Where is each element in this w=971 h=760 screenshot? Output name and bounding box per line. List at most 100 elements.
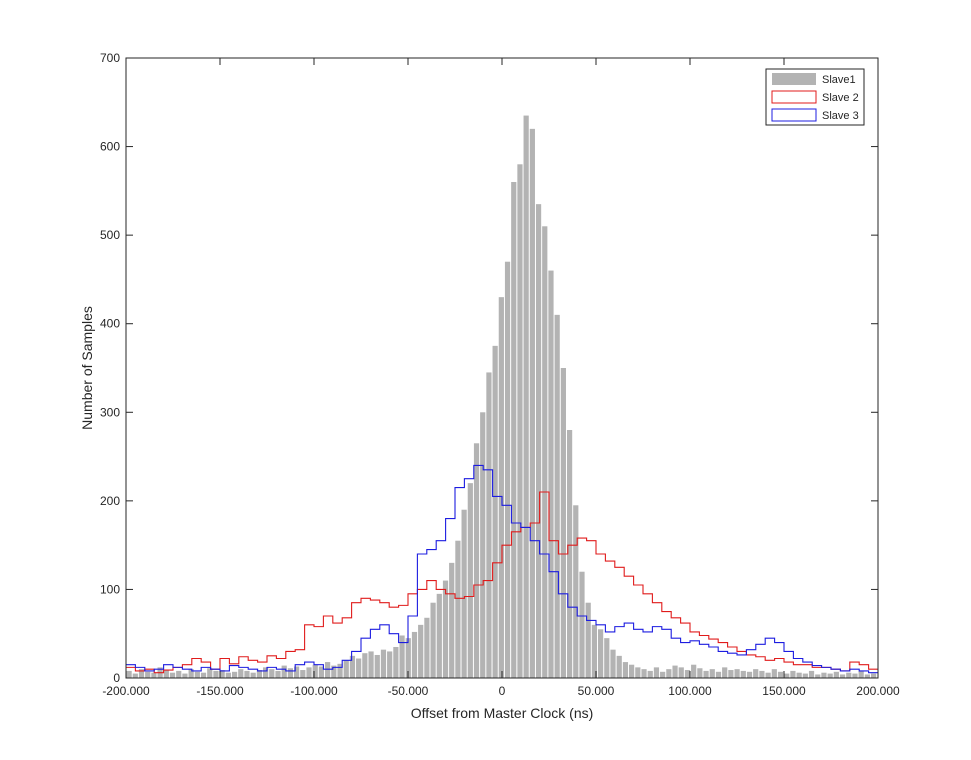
slave1-bar xyxy=(771,669,777,678)
slave1-bar xyxy=(641,669,647,678)
x-tick-label: 100.000 xyxy=(668,684,712,698)
slave1-bar xyxy=(827,673,833,678)
slave1-bar xyxy=(256,670,262,678)
slave1-bar xyxy=(870,673,877,678)
legend-label-slave1: Slave1 xyxy=(822,74,856,86)
slave1-bar xyxy=(349,655,356,678)
slave1-bar xyxy=(138,669,145,678)
slave1-bar xyxy=(405,638,411,678)
x-tick-label: -200.000 xyxy=(102,684,150,698)
slave1-bar xyxy=(734,669,740,678)
slave1-bar xyxy=(411,631,418,678)
slave1-bar xyxy=(777,671,784,678)
slave1-bar xyxy=(300,670,306,678)
slave1-bar xyxy=(759,670,765,678)
slave1-bar xyxy=(163,670,169,678)
slave1-bar xyxy=(281,665,287,678)
slave1-bar xyxy=(176,670,182,678)
slave1-bar xyxy=(846,672,852,678)
slave1-bar xyxy=(380,649,387,678)
slave1-bar xyxy=(492,345,498,678)
legend: Slave1 Slave 2 Slave 3 xyxy=(765,68,865,126)
slave1-bar xyxy=(126,670,132,678)
slave1-bar xyxy=(188,669,194,678)
slave2-stairs-line xyxy=(126,491,878,674)
slave1-bar xyxy=(430,602,436,678)
slave1-bar xyxy=(629,664,635,678)
slave1-bar xyxy=(262,667,269,678)
slave1-bar xyxy=(151,672,157,678)
slave1-bar xyxy=(331,665,337,678)
slave1-bar xyxy=(517,164,523,679)
slave1-bar xyxy=(808,670,815,678)
slave1-bar xyxy=(784,673,790,678)
x-tick-label: 200.000 xyxy=(856,684,900,698)
slave1-bar xyxy=(194,671,200,678)
slave1-bar xyxy=(728,670,734,678)
x-tick-label: 150.000 xyxy=(762,684,806,698)
slave1-bar xyxy=(287,668,294,678)
slave1-bar xyxy=(442,580,449,678)
slave1-bar xyxy=(523,115,529,678)
slave1-bar xyxy=(504,261,511,678)
slave1-bar xyxy=(573,505,579,678)
slave1-bar xyxy=(585,602,591,678)
slave1-bar xyxy=(616,655,622,678)
slave1-bar xyxy=(579,571,585,678)
slave1-bar xyxy=(362,653,368,678)
slave1-bar xyxy=(294,666,300,678)
slave1-bar xyxy=(715,671,722,678)
slave1-bar xyxy=(740,670,746,678)
slave1-bar xyxy=(250,672,256,678)
y-tick-label: 0 xyxy=(113,671,120,685)
slave1-bar xyxy=(169,672,176,678)
slave1-bar xyxy=(213,670,219,678)
slave1-bar xyxy=(697,668,703,678)
slave1-bar xyxy=(647,670,653,678)
slave1-bar xyxy=(678,667,684,678)
x-tick-label: -50.000 xyxy=(388,684,429,698)
slave1-bar xyxy=(511,182,517,678)
y-tick-label: 500 xyxy=(100,228,120,242)
slave1-bar xyxy=(399,635,405,678)
y-tick-label: 400 xyxy=(100,317,120,331)
slave1-bar xyxy=(542,226,548,679)
slave1-bar xyxy=(709,669,715,678)
slave1-bar xyxy=(554,314,560,678)
slave1-bar xyxy=(610,649,616,678)
slave1-bar xyxy=(864,674,870,678)
slave1-bar xyxy=(498,297,504,678)
y-tick-label: 700 xyxy=(100,51,120,65)
slave1-bar xyxy=(529,128,535,679)
x-tick-label: -100.000 xyxy=(290,684,338,698)
slave1-bar xyxy=(343,660,349,678)
axis-ticks: -200.000 -150.000 -100.000 -50.000 0 50.000 10… xyxy=(100,51,900,698)
slave1-bar xyxy=(455,540,461,678)
y-tick-label: 600 xyxy=(100,140,120,154)
slave1-bar xyxy=(858,670,864,678)
slave1-bar xyxy=(821,672,827,678)
slave1-bar xyxy=(535,204,542,678)
slave1-bar xyxy=(325,662,331,678)
legend-swatch-slave2 xyxy=(771,90,817,104)
slave1-bar xyxy=(486,372,492,678)
y-tick-label: 200 xyxy=(100,494,120,508)
slave1-bar xyxy=(480,412,486,678)
y-tick-label: 100 xyxy=(100,582,120,596)
slave1-bar xyxy=(672,665,678,678)
stair-series xyxy=(126,464,878,674)
slave1-bar xyxy=(660,671,666,678)
x-tick-label: 50.000 xyxy=(578,684,615,698)
slave1-bar xyxy=(666,669,672,678)
slave1-bar xyxy=(753,669,759,678)
slave1-bar xyxy=(839,674,846,678)
slave1-bar xyxy=(566,430,573,678)
x-axis-label: Offset from Master Clock (ns) xyxy=(411,705,594,721)
slave1-bar xyxy=(746,671,753,678)
slave1-bar xyxy=(374,654,380,678)
slave1-bar xyxy=(833,671,839,678)
slave1-bar xyxy=(337,663,343,678)
slave1-bar xyxy=(318,666,325,678)
slave1-bar xyxy=(312,664,318,678)
slave1-bar xyxy=(244,670,250,678)
